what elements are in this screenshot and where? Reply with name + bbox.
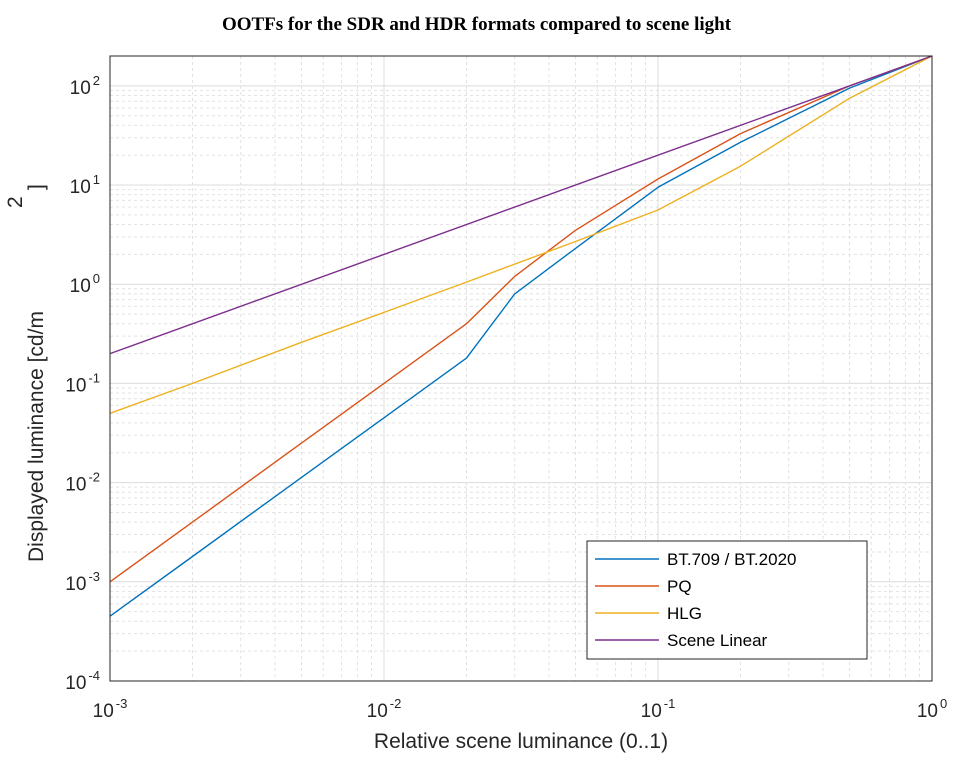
series-line-hlg <box>109 55 933 414</box>
y-axis-label: Displayed luminance [cd/m 2 ] <box>4 184 48 562</box>
axes-box <box>109 55 933 682</box>
legend-entry-label: BT.709 / BT.2020 <box>667 550 796 569</box>
x-tick-label: 10 0 <box>917 696 947 722</box>
x-tick-label: 10 -1 <box>641 696 676 722</box>
y-axis-label-text: Displayed luminance [cd/m <box>25 311 48 562</box>
y-axis-label-bracket: ] <box>25 184 48 190</box>
chart-title: OOTFs for the SDR and HDR formats compar… <box>221 14 732 35</box>
legend-entry-label: Scene Linear <box>667 631 768 650</box>
series-lines <box>109 55 933 617</box>
series-line-bt-709-bt-2020 <box>109 55 933 617</box>
y-tick-label: 10 1 <box>70 172 100 198</box>
y-tick-label: 10 2 <box>70 73 100 99</box>
x-tick-label: 10 -3 <box>93 696 128 722</box>
y-tick-label: 10 -4 <box>65 668 100 694</box>
y-tick-label: 10 0 <box>70 271 100 297</box>
series-line-scene-linear <box>109 55 933 355</box>
y-tick-label: 10 -3 <box>65 569 100 595</box>
legend-entry-label: HLG <box>667 604 702 623</box>
tick-labels: 10 -3 10 -2 10 -1 10 010 -410 -310 -210 -110 010 110 2 <box>65 73 947 722</box>
legend: BT.709 / BT.2020 PQ HLG Scene Linear <box>586 540 868 660</box>
y-tick-label: 10 -2 <box>65 470 100 496</box>
x-axis-label: Relative scene luminance (0..1) <box>374 730 668 753</box>
y-tick-label: 10 -1 <box>65 370 100 396</box>
x-tick-label: 10 -2 <box>367 696 402 722</box>
legend-entry-label: PQ <box>667 577 692 596</box>
y-axis-label-exponent: 2 <box>4 196 27 208</box>
series-line-pq <box>109 55 933 583</box>
